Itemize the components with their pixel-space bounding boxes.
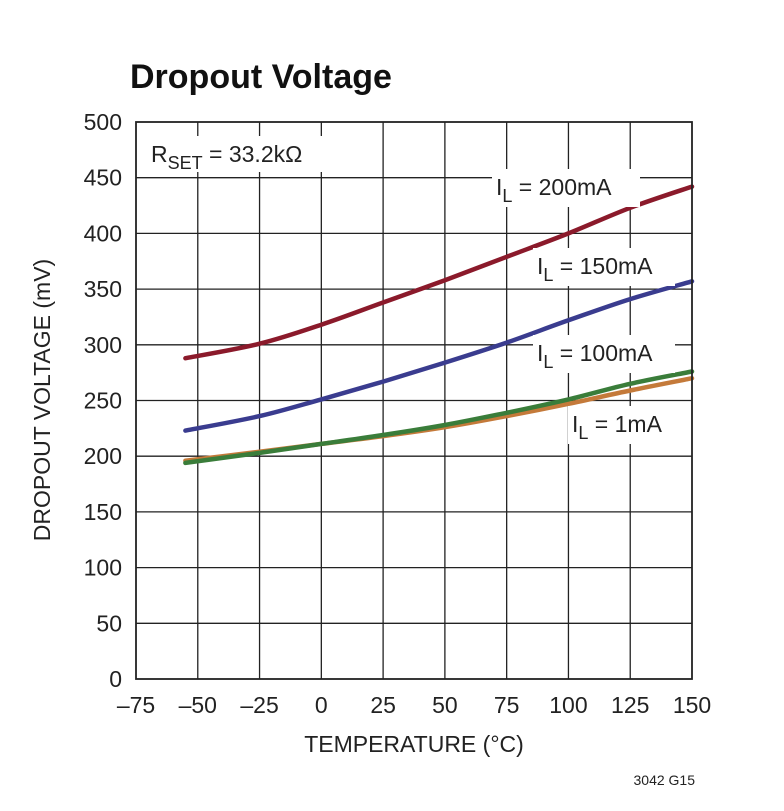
series-line-100mA bbox=[183, 369, 695, 466]
x-tick-label: 50 bbox=[432, 692, 458, 718]
y-tick-label: 500 bbox=[84, 109, 122, 135]
x-tick-label: 150 bbox=[673, 692, 711, 718]
series-label-100mA: IL = 100mA bbox=[533, 335, 675, 373]
y-tick-label: 250 bbox=[84, 388, 122, 414]
y-tick-label: 200 bbox=[84, 443, 122, 469]
series-lines bbox=[183, 184, 695, 466]
rset-symbol: R bbox=[151, 141, 168, 167]
x-tick-label: 125 bbox=[611, 692, 649, 718]
y-axis-label: DROPOUT VOLTAGE (mV) bbox=[29, 259, 55, 541]
x-tick-label: –50 bbox=[179, 692, 217, 718]
series-line-150mA bbox=[183, 279, 695, 433]
plot-frame bbox=[135, 121, 693, 680]
y-tick-label: 400 bbox=[84, 220, 122, 246]
y-tick-label: 150 bbox=[84, 499, 122, 525]
label-backdrop bbox=[533, 335, 675, 373]
x-axis-label: TEMPERATURE (°C) bbox=[304, 731, 524, 757]
x-tick-label: –75 bbox=[117, 692, 155, 718]
x-tick-label: 75 bbox=[494, 692, 520, 718]
series-label-text: IL = 1mA bbox=[572, 411, 663, 443]
x-tick-label: 0 bbox=[315, 692, 328, 718]
series-label-1mA: IL = 1mA bbox=[568, 406, 678, 444]
x-tick-label: 25 bbox=[370, 692, 396, 718]
y-tick-label: 300 bbox=[84, 332, 122, 358]
label-backdrop bbox=[533, 248, 675, 286]
y-tick-label: 0 bbox=[109, 666, 122, 692]
y-tick-label: 50 bbox=[96, 610, 122, 636]
label-backdrop bbox=[568, 406, 678, 444]
rset-value: = 33.2kΩ bbox=[203, 141, 303, 167]
figure-id: 3042 G15 bbox=[634, 772, 696, 788]
y-tick-label: 100 bbox=[84, 555, 122, 581]
series-label-150mA: IL = 150mA bbox=[533, 248, 675, 286]
svg-text:RSET = 33.2kΩ: RSET = 33.2kΩ bbox=[151, 141, 302, 173]
series-label-text: IL = 200mA bbox=[496, 174, 612, 206]
x-tick-label: 100 bbox=[549, 692, 587, 718]
series-label-200mA: IL = 200mA bbox=[492, 169, 640, 207]
x-tick-label: –25 bbox=[240, 692, 278, 718]
rset-subscript: SET bbox=[168, 153, 203, 173]
series-label-text: IL = 100mA bbox=[537, 340, 653, 372]
series-line-200mA bbox=[183, 184, 695, 361]
tick-labels: –75 –50 –25 0 25 50 75 100 125 150 0 50 100 150 200 250… bbox=[84, 109, 712, 718]
rset-annotation: RSET = 33.2kΩ bbox=[146, 136, 332, 173]
series-labels: IL = 200mA IL = 150mA IL = 100mA IL = 1mA bbox=[492, 169, 678, 444]
label-backdrop bbox=[492, 169, 640, 207]
series-label-text: IL = 150mA bbox=[537, 253, 653, 285]
chart-title: Dropout Voltage bbox=[130, 58, 392, 96]
y-tick-label: 450 bbox=[84, 165, 122, 191]
y-tick-label: 350 bbox=[84, 276, 122, 302]
